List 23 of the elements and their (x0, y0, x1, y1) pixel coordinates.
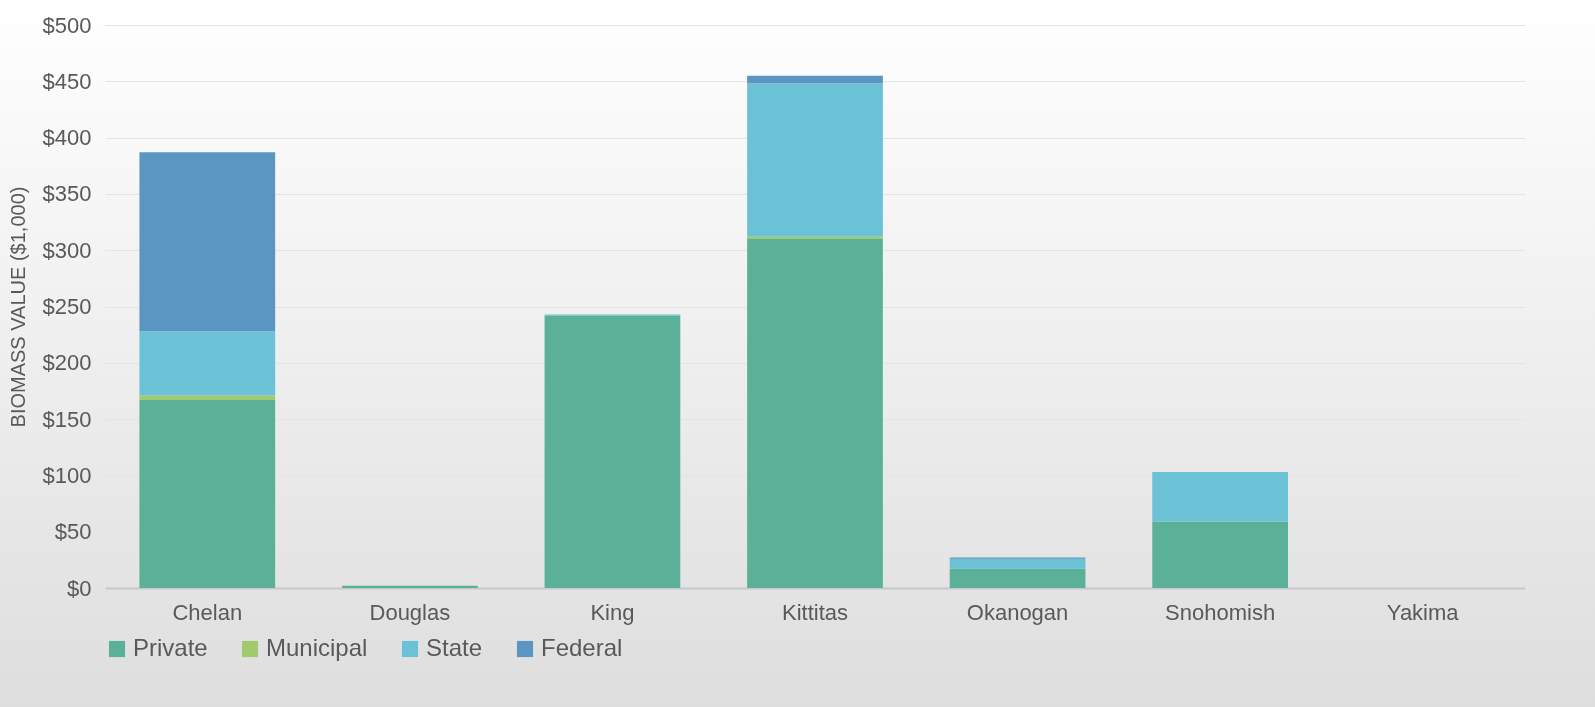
y-tick-label: $450 (42, 68, 92, 94)
x-tick-label: Douglas (369, 599, 451, 625)
y-tick-label: $0 (67, 575, 92, 601)
legend-label: State (426, 634, 483, 661)
y-tick-label: $50 (54, 519, 92, 545)
legend-label: Municipal (266, 634, 368, 661)
y-tick-label: $500 (42, 12, 92, 38)
y-tick-label: $300 (42, 237, 92, 263)
x-tick-label: Kittitas (781, 599, 849, 625)
x-tick-label: Okanogan (966, 599, 1069, 625)
y-tick-label: $350 (42, 181, 92, 207)
legend-label: Private (133, 634, 208, 661)
y-tick-label: $200 (42, 350, 92, 376)
y-tick-label: $100 (42, 462, 92, 488)
y-tick-label: $150 (42, 406, 92, 432)
legend-label: Federal (541, 634, 623, 661)
y-tick-label: $250 (42, 294, 92, 319)
y-tick-label: $400 (42, 125, 92, 151)
x-tick-label: Yakima (1386, 599, 1460, 625)
x-tick-label: King (590, 599, 635, 625)
x-tick-label: Snohomish (1165, 599, 1276, 625)
y-axis-title: BIOMASS VALUE ($1,000) (6, 186, 29, 428)
x-tick-label: Chelan (172, 599, 243, 625)
